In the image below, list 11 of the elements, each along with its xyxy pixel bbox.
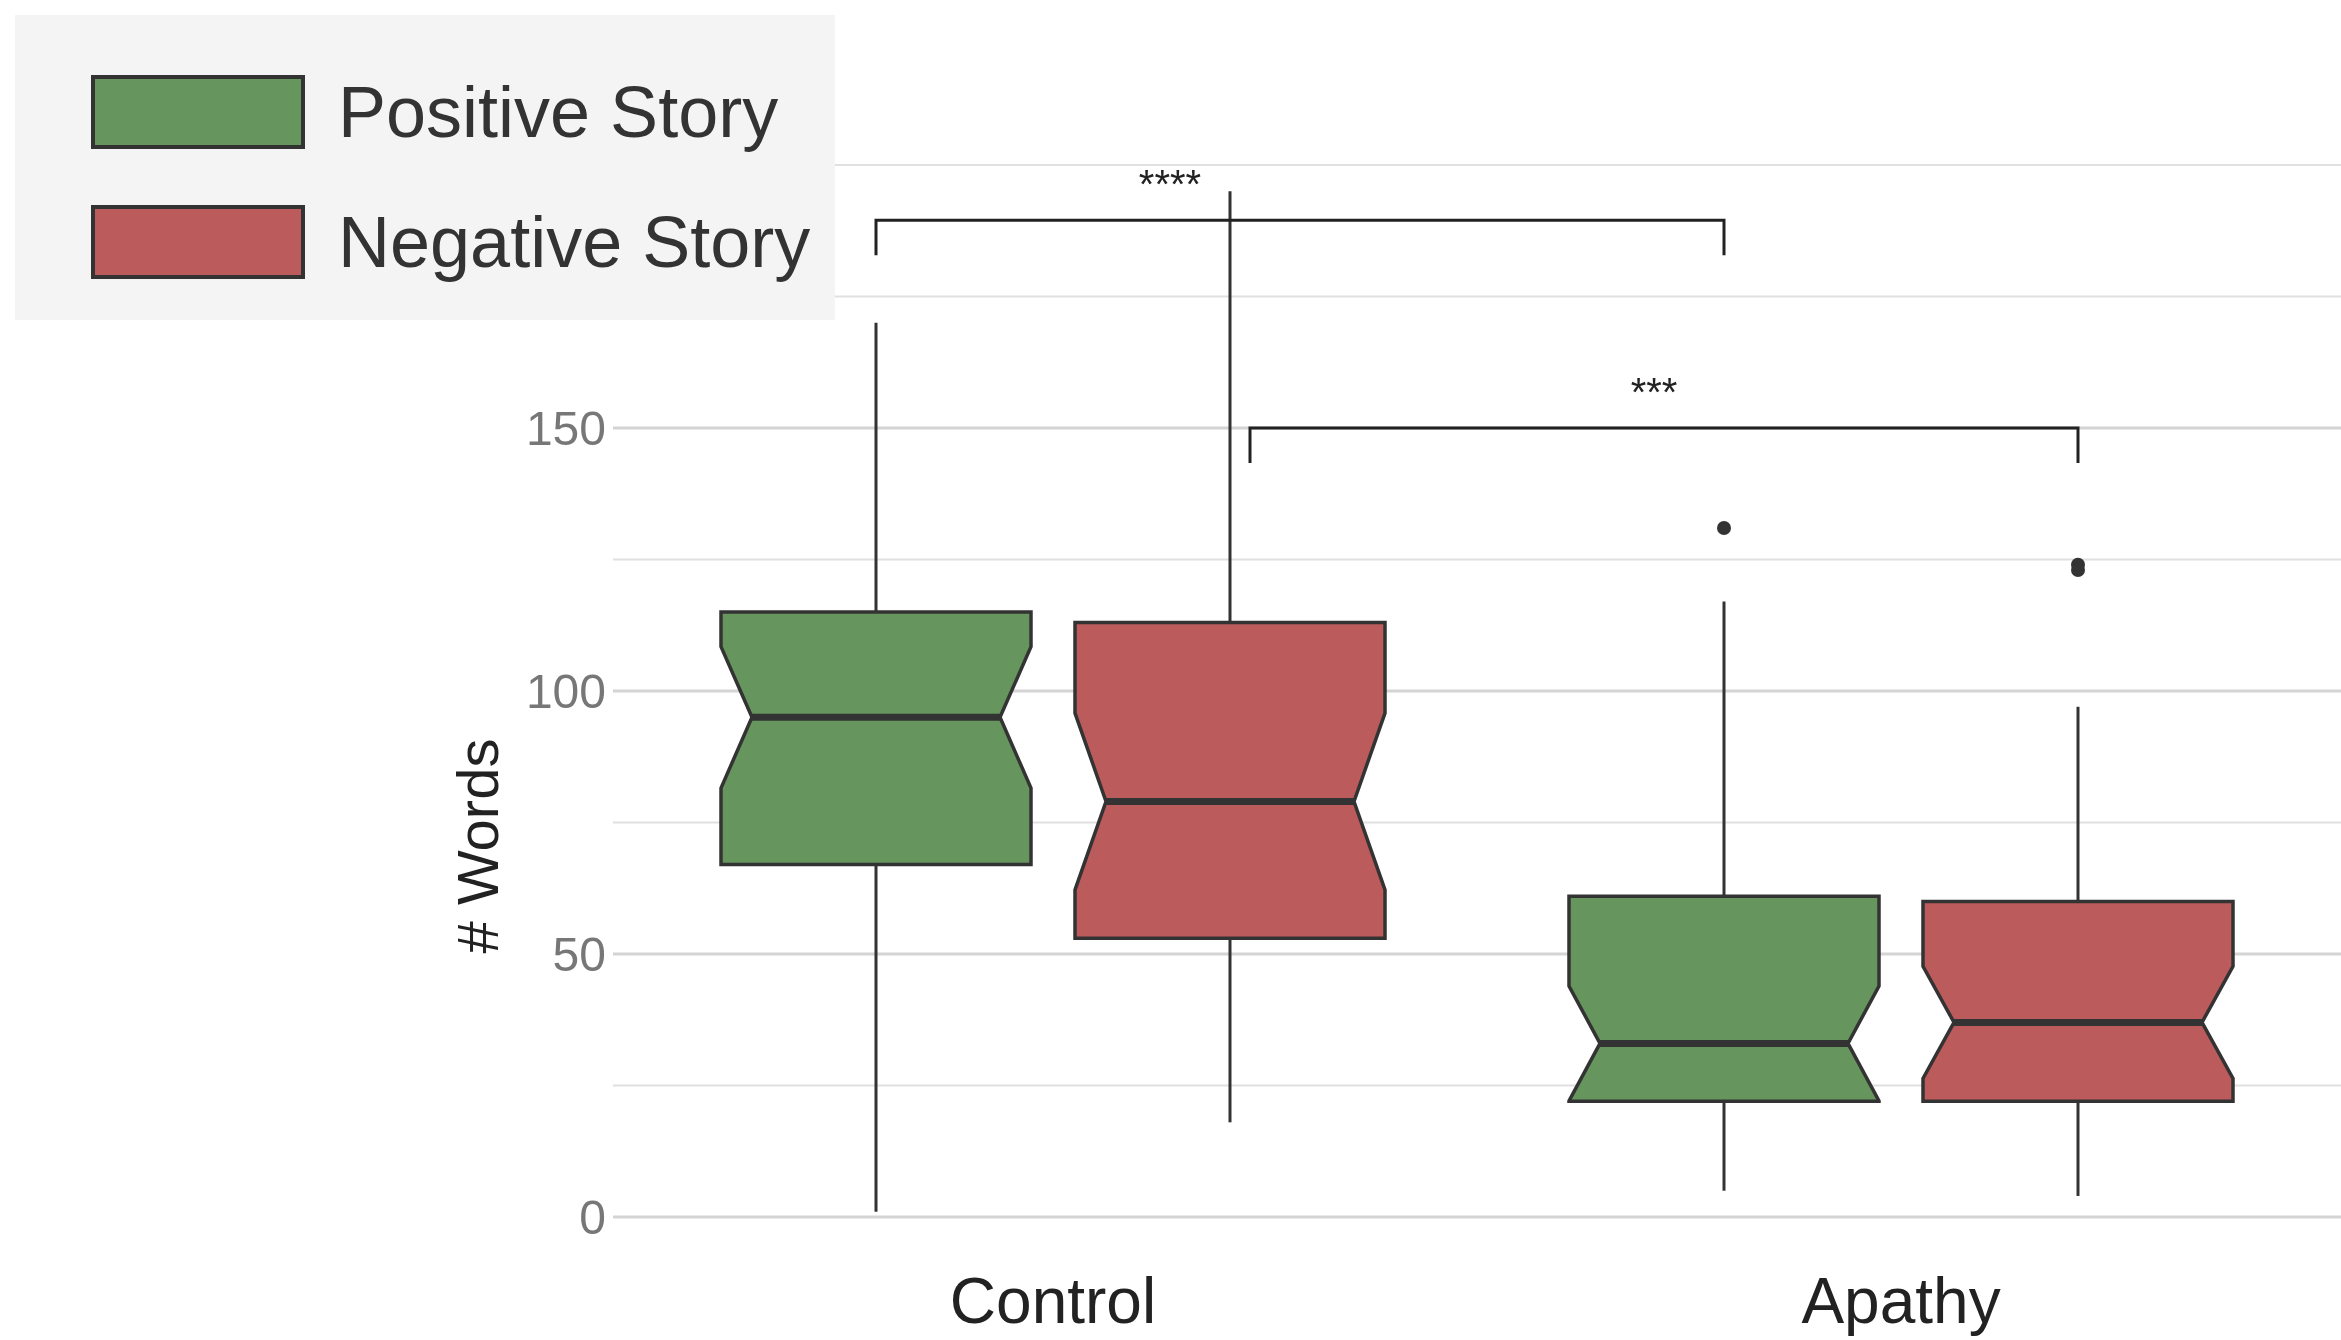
x-tick-label: Apathy [1801,1265,2001,1337]
y-tick-label: 50 [552,927,606,981]
legend-label: Negative Story [338,202,811,283]
y-tick-label: 150 [525,401,606,455]
y-tick-label: 0 [579,1190,606,1244]
annotation: **** [1138,162,1202,207]
annotation: *** [1630,370,1678,414]
y-axis-title: # Words [445,738,510,954]
x-tick-label: Control [949,1265,1157,1337]
y-tick-label: 100 [525,664,606,718]
legend-label: Positive Story [338,72,779,153]
